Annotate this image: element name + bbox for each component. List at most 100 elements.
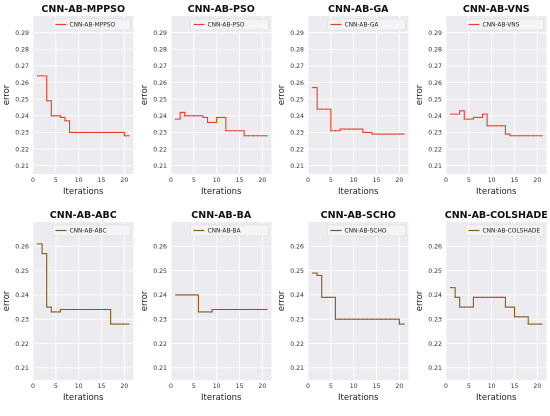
y-tick-label: 0.29	[15, 30, 29, 37]
y-tick-label: 0.21	[153, 163, 167, 170]
x-tick-label: 5	[54, 383, 58, 390]
data-point	[504, 133, 505, 134]
legend-label: CNN-AB-VNS	[482, 23, 519, 29]
data-point	[257, 135, 258, 136]
chart-svg: CNN-AB-PSO0.210.220.230.240.250.260.270.…	[138, 0, 276, 206]
data-point	[403, 323, 404, 324]
data-point	[449, 114, 450, 115]
chart-svg: CNN-AB-MPPSO0.210.220.230.240.250.260.27…	[0, 0, 138, 206]
data-point	[344, 319, 345, 320]
y-tick-label: 0.22	[153, 341, 167, 348]
data-point	[243, 135, 244, 136]
x-axis-label: Iterations	[201, 187, 242, 197]
x-tick-label: 10	[75, 383, 83, 390]
y-tick-label: 0.23	[15, 130, 29, 137]
legend-label: CNN-AB-COLSHADE	[482, 229, 540, 235]
plot-background	[308, 222, 409, 380]
chart-svg: CNN-AB-GA0.210.220.230.240.250.260.270.2…	[275, 0, 413, 206]
data-point	[51, 115, 52, 116]
data-point	[513, 135, 514, 136]
data-point	[449, 287, 450, 288]
x-tick-label: 0	[444, 177, 448, 184]
y-tick-label: 0.23	[15, 317, 29, 324]
data-point	[211, 122, 212, 123]
y-tick-label: 0.23	[153, 130, 167, 137]
data-point	[248, 135, 249, 136]
chart-title: CNN-AB-GA	[328, 4, 389, 15]
data-point	[371, 133, 372, 134]
y-tick-label: 0.25	[290, 268, 304, 275]
data-point	[74, 132, 75, 133]
x-axis-label: Iterations	[476, 393, 517, 403]
data-point	[468, 306, 469, 307]
data-point	[216, 309, 217, 310]
y-tick-label: 0.21	[153, 365, 167, 372]
data-point	[119, 132, 120, 133]
x-tick-label: 5	[466, 177, 470, 184]
data-point	[481, 297, 482, 298]
y-tick-label: 0.25	[15, 96, 29, 103]
data-point	[78, 132, 79, 133]
x-tick-label: 15	[98, 383, 106, 390]
data-point	[495, 297, 496, 298]
data-point	[486, 297, 487, 298]
x-tick-label: 15	[235, 177, 243, 184]
data-point	[64, 120, 65, 121]
data-point	[197, 311, 198, 312]
x-axis-label: Iterations	[338, 187, 379, 197]
y-tick-label: 0.24	[153, 292, 167, 299]
data-point	[211, 309, 212, 310]
legend-label: CNN-AB-GA	[345, 23, 379, 29]
y-tick-label: 0.28	[428, 47, 442, 54]
data-point	[124, 135, 125, 136]
y-tick-label: 0.23	[290, 317, 304, 324]
y-tick-label: 0.23	[428, 317, 442, 324]
y-tick-label: 0.21	[290, 163, 304, 170]
x-tick-label: 0	[444, 383, 448, 390]
data-point	[101, 309, 102, 310]
data-point	[536, 323, 537, 324]
y-tick-label: 0.25	[153, 96, 167, 103]
data-point	[344, 128, 345, 129]
x-tick-label: 5	[466, 383, 470, 390]
y-tick-label: 0.29	[428, 30, 442, 37]
data-point	[55, 311, 56, 312]
data-point	[339, 319, 340, 320]
data-point	[500, 125, 501, 126]
data-point	[257, 309, 258, 310]
data-point	[317, 109, 318, 110]
legend-label: CNN-AB-SCHO	[345, 229, 387, 235]
data-point	[523, 135, 524, 136]
x-tick-label: 15	[510, 383, 518, 390]
data-point	[326, 109, 327, 110]
data-point	[477, 297, 478, 298]
y-tick-label: 0.26	[428, 244, 442, 251]
data-point	[87, 309, 88, 310]
data-point	[321, 109, 322, 110]
x-tick-label: 0	[306, 383, 310, 390]
data-point	[188, 115, 189, 116]
data-point	[206, 311, 207, 312]
x-tick-label: 20	[533, 383, 541, 390]
data-point	[174, 119, 175, 120]
y-tick-label: 0.21	[15, 365, 29, 372]
data-point	[92, 309, 93, 310]
data-point	[330, 297, 331, 298]
y-tick-label: 0.25	[428, 96, 442, 103]
data-point	[225, 309, 226, 310]
data-point	[238, 130, 239, 131]
data-point	[335, 130, 336, 131]
data-point	[51, 311, 52, 312]
x-tick-label: 20	[533, 177, 541, 184]
data-point	[128, 323, 129, 324]
y-tick-label: 0.23	[290, 130, 304, 137]
data-point	[394, 319, 395, 320]
y-axis-label: error	[277, 290, 287, 311]
plot-background	[33, 16, 134, 174]
data-point	[261, 135, 262, 136]
data-point	[495, 125, 496, 126]
x-tick-label: 0	[306, 177, 310, 184]
data-point	[202, 311, 203, 312]
